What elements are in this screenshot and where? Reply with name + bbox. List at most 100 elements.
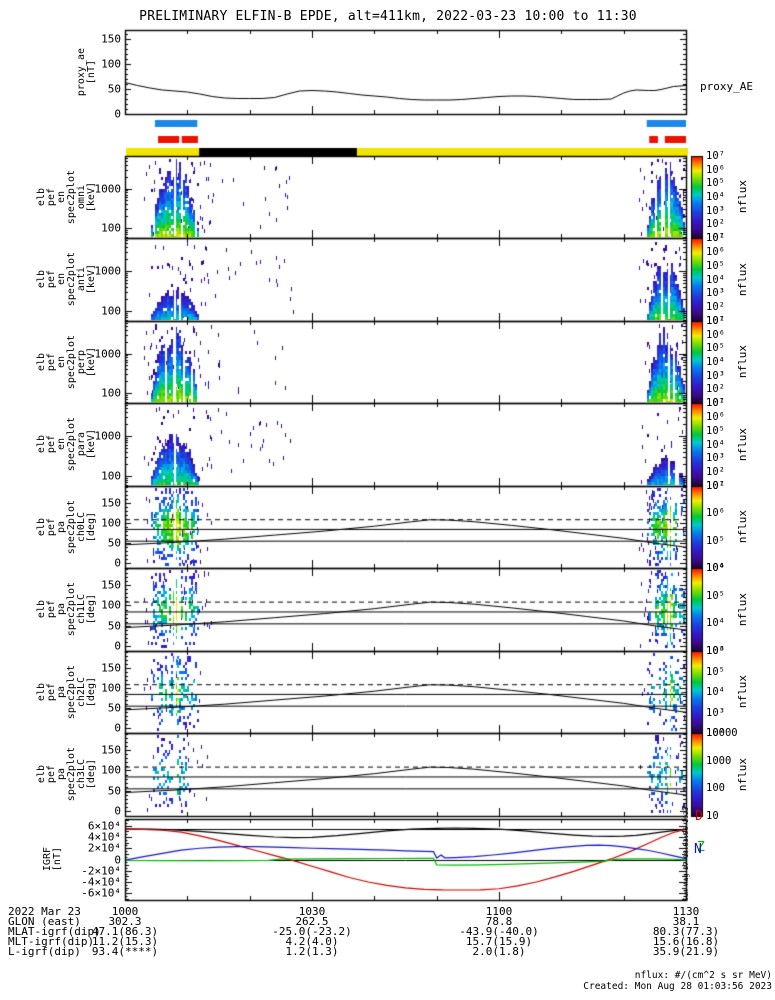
colorbar-title-nflux: nflux — [732, 486, 749, 568]
pa_ch3LC-ylabel: elb pef pa spec2plot ch3LC [deg] — [27, 733, 97, 816]
pa_ch0LC-ylabel: elb pef pa spec2plot ch0LC [deg] — [27, 486, 97, 568]
table-value: 78.8 — [485, 915, 513, 928]
pa_ch0LC-ytick: 50 — [107, 536, 121, 550]
igrf-legend-N: N — [694, 842, 702, 857]
colorbar-tick: 10⁴ — [706, 355, 725, 368]
colorbar-title-nflux-line: nflux — [736, 345, 749, 379]
proxy-ae-ylabel-line: [nT] — [86, 59, 97, 85]
pa_ch0LC-ylabel-line: [deg] — [86, 511, 97, 543]
pa_ch0LC-ytick: 0 — [114, 556, 121, 570]
table-value: 15.7(15.9) — [465, 935, 533, 948]
colorbar-title-nflux-line: nflux — [736, 180, 749, 214]
proxy-ae-ytick: 150 — [101, 32, 121, 46]
pa_ch3LC-ytick: 0 — [114, 804, 121, 818]
en_omni-ylabel-line: [keV] — [86, 181, 97, 213]
pa_ch2LC-ytick: 0 — [114, 721, 121, 735]
table-value: 4.2(4.0) — [285, 935, 339, 948]
colorbar-tick: 10⁷ — [706, 149, 725, 162]
proxy-ae-ytick: 50 — [107, 82, 121, 96]
colorbar-tick: 10⁴ — [706, 561, 725, 574]
colorbar-tick: 10¹ — [706, 231, 725, 244]
colorbar-tick: 10² — [706, 300, 725, 313]
colorbar-tick: 10⁵ — [706, 534, 725, 547]
colorbar-tick: 10⁷ — [706, 479, 725, 492]
colorbar-tick: 1000 — [706, 754, 732, 767]
footer-created: Created: Mon Aug 28 01:03:56 2023 — [583, 981, 772, 992]
pa_ch3LC-ytick: 100 — [101, 763, 121, 777]
colorbar-tick: 10⁶ — [706, 328, 725, 341]
colorbar-tick: 10³ — [706, 452, 725, 465]
table-value: 262.5 — [295, 915, 329, 928]
table-value: 302.3 — [108, 915, 142, 928]
table-value: 2.0(1.8) — [472, 945, 526, 958]
plot-title: PRELIMINARY ELFIN-B EPDE, alt=411km, 202… — [139, 9, 637, 24]
pa_ch2LC-ylabel-line: [deg] — [86, 676, 97, 708]
igrf-ylabel: IGRF [nT] — [37, 819, 63, 900]
colorbar-tick: 10¹ — [706, 396, 725, 409]
en_perp-ytick: 100 — [101, 386, 121, 400]
colorbar-tick: 10² — [706, 218, 725, 231]
pa_ch1LC-ytick: 100 — [101, 598, 121, 612]
table-value: 80.3(77.3) — [652, 925, 720, 938]
table-row-label: GLON (east) — [8, 915, 81, 928]
colorbar-tick: 10⁷ — [706, 396, 725, 409]
igrf-ylabel-line: [nT] — [52, 847, 63, 872]
table-value: 1130 — [672, 905, 700, 918]
pa_ch2LC-ytick: 100 — [101, 681, 121, 695]
colorbar-tick: 10⁵ — [706, 177, 725, 190]
colorbar-title-nflux-line: nflux — [736, 592, 749, 627]
table-value: 15.6(16.8) — [652, 935, 720, 948]
table-value: 93.4(****) — [91, 945, 159, 958]
en_anti-ytick: 1000 — [94, 264, 122, 278]
igrf-legend-Z: Z — [697, 840, 705, 855]
table-row-label: MLAT-igrf(dip) — [8, 925, 101, 938]
pa_ch1LC-ytick: 50 — [107, 619, 121, 633]
table-row-label: 2022 Mar 23 — [8, 905, 81, 918]
en_anti-ylabel-line: [keV] — [86, 264, 97, 295]
colorbar-tick: 10⁶ — [706, 561, 725, 574]
table-value: 38.1 — [672, 915, 700, 928]
table-row-label: MLT-igrf(dip) — [8, 935, 95, 948]
table-value: -43.9(-40.0) — [459, 925, 539, 938]
colorbar-tick: 10³ — [706, 706, 725, 719]
side-timestamp: Sun Aug 27 18:53:56 2023 — [682, 807, 690, 901]
igrf-ytick: -2×10⁴ — [81, 864, 121, 878]
pa_ch2LC-ytick: 50 — [107, 701, 121, 715]
colorbar-title-nflux-line: nflux — [736, 510, 749, 544]
colorbar-tick: 10¹ — [706, 479, 725, 492]
igrf-ytick: 4×10⁴ — [87, 830, 121, 844]
pa_ch0LC-ytick: 150 — [101, 496, 121, 510]
proxy-ae-ylabel: proxy_ae [nT] — [71, 30, 97, 114]
en_anti-ytick: 100 — [101, 304, 121, 318]
igrf-legend-D: D — [695, 809, 703, 824]
colorbar-tick: 10⁶ — [706, 245, 725, 258]
colorbar-title-nflux: nflux — [732, 321, 749, 403]
en_perp-ylabel-line: [keV] — [86, 346, 97, 378]
colorbar-title-nflux-line: nflux — [736, 757, 749, 792]
colorbar-tick: 10000 — [706, 726, 738, 739]
colorbar-title-nflux-line: nflux — [736, 675, 749, 709]
colorbar-tick: 10⁴ — [706, 273, 725, 286]
table-value: 11.2(15.3) — [91, 935, 159, 948]
igrf-ytick: -6×10⁴ — [81, 886, 121, 900]
en_perp-ytick: 1000 — [94, 347, 122, 361]
colorbar-tick: 10⁴ — [706, 617, 725, 630]
en_para-ylabel-line: [keV] — [86, 429, 97, 460]
table-value: 1.2(1.3) — [285, 945, 339, 958]
table-value: 1100 — [485, 905, 513, 918]
en_para-ylabel: elb pef en spec2plot para [keV] — [27, 403, 97, 486]
colorbar-tick: 10⁴ — [706, 438, 725, 451]
en_para-ytick: 1000 — [94, 429, 122, 443]
colorbar-tick: 10⁴ — [706, 190, 725, 203]
pa_ch2LC-ylabel: elb pef pa spec2plot ch2LC [deg] — [27, 651, 97, 733]
igrf-ytick: 6×10⁴ — [87, 819, 121, 833]
colorbar-title-nflux: nflux — [732, 651, 749, 733]
pa_ch1LC-ylabel-line: [deg] — [86, 594, 97, 625]
pa_ch3LC-ylabel-line: [deg] — [86, 759, 97, 790]
igrf-ytick: -4×10⁴ — [81, 875, 121, 889]
colorbar-title-nflux: nflux — [732, 156, 749, 238]
colorbar-tick: 10⁵ — [706, 424, 725, 437]
pa_ch1LC-ytick: 150 — [101, 578, 121, 592]
proxy-ae-ytick: 100 — [101, 57, 121, 71]
